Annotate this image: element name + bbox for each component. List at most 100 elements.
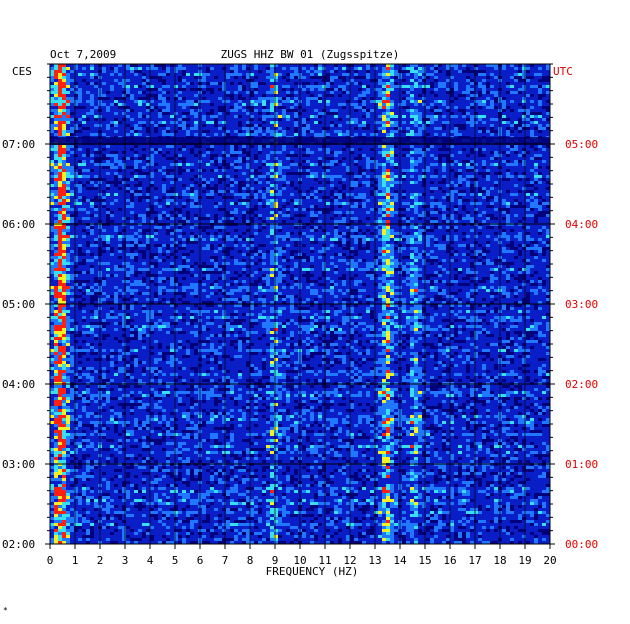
spectrogram-cell <box>314 109 318 112</box>
spectrogram-cell <box>454 259 458 262</box>
spectrogram-cell <box>506 250 510 253</box>
spectrogram-cell <box>534 148 538 151</box>
spectrogram-cell <box>70 286 74 289</box>
spectrogram-cell <box>306 256 310 259</box>
spectrogram-cell <box>478 304 482 307</box>
spectrogram-cell <box>58 160 62 163</box>
spectrogram-cell <box>286 235 290 238</box>
spectrogram-cell <box>190 193 194 196</box>
spectrogram-cell <box>374 226 378 229</box>
spectrogram-cell <box>262 94 266 97</box>
spectrogram-cell <box>222 298 226 301</box>
spectrogram-cell <box>278 127 282 130</box>
spectrogram-cell <box>454 319 458 322</box>
spectrogram-cell <box>326 289 330 292</box>
spectrogram-cell <box>510 274 514 277</box>
spectrogram-cell <box>502 199 506 202</box>
spectrogram-cell <box>342 133 346 136</box>
spectrogram-cell <box>402 256 406 259</box>
spectrogram-cell <box>130 178 134 181</box>
spectrogram-cell <box>194 106 198 109</box>
spectrogram-cell <box>382 241 386 244</box>
spectrogram-cell <box>430 196 434 199</box>
spectrogram-cell <box>482 73 486 76</box>
spectrogram-cell <box>414 160 418 163</box>
spectrogram-cell <box>130 118 134 121</box>
spectrogram-cell <box>478 91 482 94</box>
spectrogram-cell <box>342 238 346 241</box>
spectrogram-cell <box>94 184 98 187</box>
spectrogram-cell <box>90 259 94 262</box>
spectrogram-cell <box>278 151 282 154</box>
spectrogram-cell <box>158 259 162 262</box>
spectrogram-cell <box>426 253 430 256</box>
spectrogram-cell <box>182 262 186 265</box>
spectrogram-cell <box>514 199 518 202</box>
spectrogram-cell <box>182 244 186 247</box>
spectrogram-cell <box>202 181 206 184</box>
spectrogram-cell <box>442 163 446 166</box>
spectrogram-cell <box>250 208 254 211</box>
spectrogram-cell <box>266 112 270 115</box>
spectrogram-cell <box>174 97 178 100</box>
spectrogram-cell <box>446 247 450 250</box>
spectrogram-cell <box>186 193 190 196</box>
spectrogram-cell <box>134 73 138 76</box>
spectrogram-cell <box>546 85 550 88</box>
spectrogram-cell <box>354 70 358 73</box>
spectrogram-cell <box>426 313 430 316</box>
spectrogram-cell <box>542 316 546 319</box>
spectrogram-cell <box>526 280 530 283</box>
spectrogram-cell <box>522 226 526 229</box>
spectrogram-cell <box>470 94 474 97</box>
spectrogram-cell <box>218 127 222 130</box>
spectrogram-cell <box>394 73 398 76</box>
spectrogram-cell <box>102 163 106 166</box>
spectrogram-cell <box>426 301 430 304</box>
spectrogram-cell <box>114 154 118 157</box>
spectrogram-cell <box>278 235 282 238</box>
spectrogram-cell <box>502 100 506 103</box>
spectrogram-cell <box>390 163 394 166</box>
spectrogram-cell <box>390 211 394 214</box>
spectrogram-cell <box>122 217 126 220</box>
spectrogram-cell <box>118 106 122 109</box>
spectrogram-cell <box>178 316 182 319</box>
spectrogram-cell <box>322 253 326 256</box>
spectrogram-cell <box>58 217 62 220</box>
spectrogram-cell <box>158 97 162 100</box>
spectrogram-cell <box>186 118 190 121</box>
spectrogram-cell <box>482 277 486 280</box>
spectrogram-cell <box>514 322 518 325</box>
spectrogram-cell <box>426 259 430 262</box>
spectrogram-cell <box>150 148 154 151</box>
spectrogram-cell <box>202 226 206 229</box>
spectrogram-cell <box>258 277 262 280</box>
spectrogram-cell <box>494 292 498 295</box>
spectrogram-cell <box>390 193 394 196</box>
spectrogram-cell <box>302 274 306 277</box>
spectrogram-cell <box>194 199 198 202</box>
spectrogram-cell <box>446 250 450 253</box>
spectrogram-cell <box>454 97 458 100</box>
spectrogram-cell <box>470 280 474 283</box>
spectrogram-cell <box>342 163 346 166</box>
spectrogram-cell <box>258 70 262 73</box>
spectrogram-cell <box>466 91 470 94</box>
spectrogram-cell <box>66 181 70 184</box>
spectrogram-cell <box>370 193 374 196</box>
spectrogram-cell <box>222 190 226 193</box>
spectrogram-cell <box>482 103 486 106</box>
spectrogram-cell <box>386 274 390 277</box>
spectrogram-cell <box>522 277 526 280</box>
spectrogram-cell <box>330 304 334 307</box>
spectrogram-cell <box>286 211 290 214</box>
spectrogram-cell <box>106 262 110 265</box>
spectrogram-cell <box>254 214 258 217</box>
spectrogram-cell <box>546 79 550 82</box>
spectrogram-cell <box>222 100 226 103</box>
spectrogram-cell <box>222 109 226 112</box>
spectrogram-cell <box>58 85 62 88</box>
spectrogram-cell <box>406 322 410 325</box>
spectrogram-cell <box>134 298 138 301</box>
